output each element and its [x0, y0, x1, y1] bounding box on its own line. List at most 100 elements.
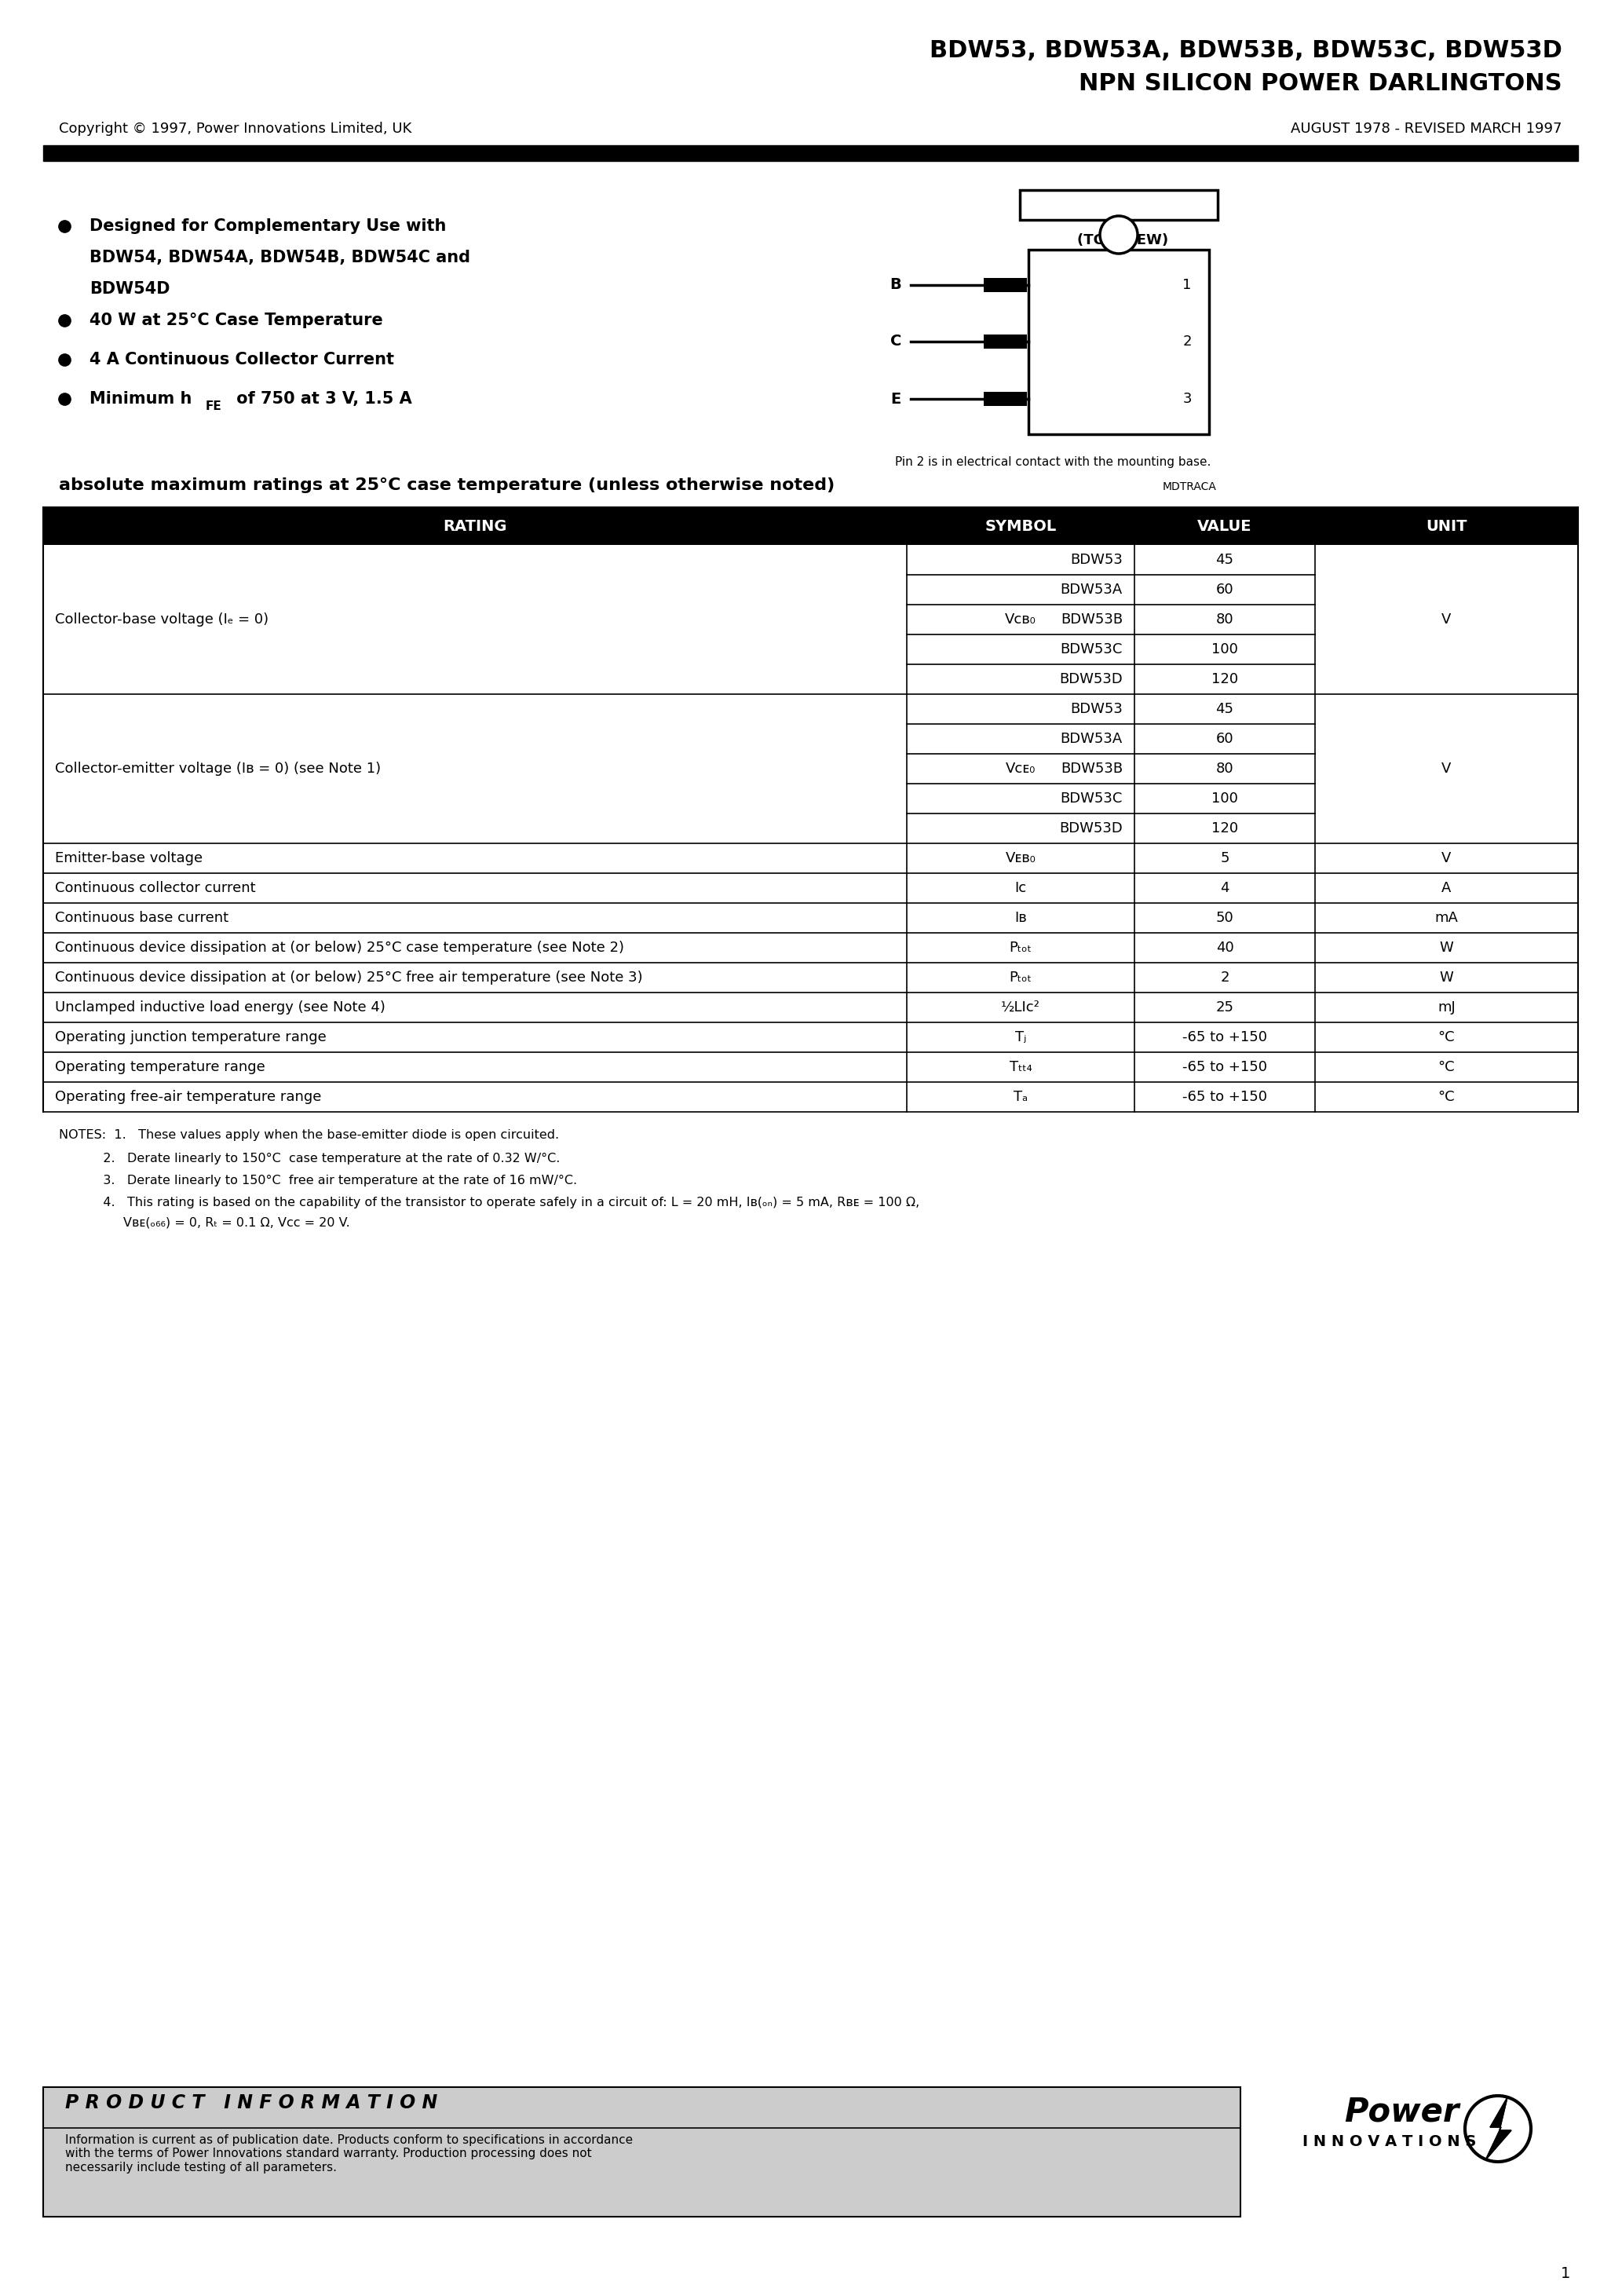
Text: Power: Power: [1345, 2094, 1458, 2128]
Text: Iᴄ: Iᴄ: [1015, 882, 1027, 895]
Text: 2: 2: [1220, 971, 1229, 985]
Text: BDW54, BDW54A, BDW54B, BDW54C and: BDW54, BDW54A, BDW54B, BDW54C and: [89, 250, 470, 266]
Text: I N N O V A T I O N S: I N N O V A T I O N S: [1302, 2135, 1476, 2149]
Text: -65 to +150: -65 to +150: [1182, 1091, 1267, 1104]
Text: BDW53C: BDW53C: [1061, 792, 1122, 806]
Text: 2.   Derate linearly to 150°C  case temperature at the rate of 0.32 W/°C.: 2. Derate linearly to 150°C case tempera…: [58, 1153, 560, 1164]
Text: 4: 4: [1220, 882, 1229, 895]
Text: Operating temperature range: Operating temperature range: [55, 1061, 264, 1075]
Text: Continuous device dissipation at (or below) 25°C free air temperature (see Note : Continuous device dissipation at (or bel…: [55, 971, 642, 985]
Polygon shape: [1486, 2096, 1512, 2161]
Text: 1: 1: [1182, 278, 1192, 292]
Text: 45: 45: [1216, 703, 1234, 716]
Text: 4 A Continuous Collector Current: 4 A Continuous Collector Current: [89, 351, 394, 367]
Text: 25: 25: [1216, 1001, 1234, 1015]
Text: NOTES:  1.   These values apply when the base-emitter diode is open circuited.: NOTES: 1. These values apply when the ba…: [58, 1130, 560, 1141]
Text: -65 to +150: -65 to +150: [1182, 1031, 1267, 1045]
Text: °C: °C: [1439, 1061, 1455, 1075]
Circle shape: [1100, 216, 1137, 253]
Bar: [1028, 250, 1208, 434]
Text: absolute maximum ratings at 25°C case temperature (unless otherwise noted): absolute maximum ratings at 25°C case te…: [58, 478, 835, 494]
Text: TO-220 PACKAGE: TO-220 PACKAGE: [1054, 209, 1191, 223]
Text: of 750 at 3 V, 1.5 A: of 750 at 3 V, 1.5 A: [230, 390, 412, 406]
Text: NPN SILICON POWER DARLINGTONS: NPN SILICON POWER DARLINGTONS: [1079, 71, 1562, 94]
Text: BDW53A: BDW53A: [1061, 583, 1122, 597]
Text: MDTRACA: MDTRACA: [1163, 482, 1216, 491]
Text: Operating junction temperature range: Operating junction temperature range: [55, 1031, 326, 1045]
Text: 100: 100: [1212, 643, 1238, 657]
Text: Emitter-base voltage: Emitter-base voltage: [55, 852, 203, 866]
Text: 50: 50: [1216, 912, 1234, 925]
Text: RATING: RATING: [443, 519, 508, 533]
Text: 4.   This rating is based on the capability of the transistor to operate safely : 4. This rating is based on the capabilit…: [58, 1196, 920, 1208]
Bar: [44, 2087, 1241, 2216]
Text: V: V: [1442, 613, 1452, 627]
Text: Tⱼ: Tⱼ: [1015, 1031, 1027, 1045]
Text: -65 to +150: -65 to +150: [1182, 1061, 1267, 1075]
Text: 40 W at 25°C Case Temperature: 40 W at 25°C Case Temperature: [89, 312, 383, 328]
Text: Pₜₒₜ: Pₜₒₜ: [1009, 941, 1032, 955]
Text: A: A: [1442, 882, 1452, 895]
Text: W: W: [1440, 941, 1453, 955]
Text: 2: 2: [1182, 335, 1192, 349]
Text: mJ: mJ: [1437, 1001, 1455, 1015]
Text: Copyright © 1997, Power Innovations Limited, UK: Copyright © 1997, Power Innovations Limi…: [58, 122, 412, 135]
Text: (TOP VIEW): (TOP VIEW): [1077, 234, 1168, 248]
Text: Vᴄʙ₀: Vᴄʙ₀: [1006, 613, 1036, 627]
Text: 80: 80: [1216, 613, 1234, 627]
Text: Information is current as of publication date. Products conform to specification: Information is current as of publication…: [65, 2135, 633, 2174]
Text: BDW53B: BDW53B: [1061, 762, 1122, 776]
Bar: [44, 507, 1578, 544]
Text: 60: 60: [1216, 732, 1234, 746]
Text: P R O D U C T   I N F O R M A T I O N: P R O D U C T I N F O R M A T I O N: [65, 2094, 438, 2112]
Text: BDW53D: BDW53D: [1059, 673, 1122, 687]
Text: BDW53A: BDW53A: [1061, 732, 1122, 746]
Bar: [1020, 191, 1218, 220]
Text: BDW53: BDW53: [1071, 553, 1122, 567]
Bar: [983, 278, 1027, 292]
Text: Unclamped inductive load energy (see Note 4): Unclamped inductive load energy (see Not…: [55, 1001, 386, 1015]
Text: 120: 120: [1212, 673, 1238, 687]
Text: Tₜₜ₄: Tₜₜ₄: [1009, 1061, 1032, 1075]
Text: °C: °C: [1439, 1091, 1455, 1104]
Text: AUGUST 1978 - REVISED MARCH 1997: AUGUST 1978 - REVISED MARCH 1997: [1291, 122, 1562, 135]
Text: °C: °C: [1439, 1031, 1455, 1045]
Text: Collector-base voltage (Iₑ = 0): Collector-base voltage (Iₑ = 0): [55, 613, 269, 627]
Text: 40: 40: [1216, 941, 1234, 955]
Text: ½LIᴄ²: ½LIᴄ²: [1001, 1001, 1040, 1015]
Bar: [983, 335, 1027, 349]
Text: V: V: [1442, 852, 1452, 866]
Text: 120: 120: [1212, 822, 1238, 836]
Polygon shape: [1486, 2096, 1512, 2161]
Text: VALUE: VALUE: [1197, 519, 1252, 533]
Text: B: B: [890, 278, 902, 292]
Bar: [44, 145, 1578, 161]
Text: Tₐ: Tₐ: [1014, 1091, 1028, 1104]
Text: BDW54D: BDW54D: [89, 280, 170, 296]
Text: Collector-emitter voltage (Iʙ = 0) (see Note 1): Collector-emitter voltage (Iʙ = 0) (see …: [55, 762, 381, 776]
Text: Continuous device dissipation at (or below) 25°C case temperature (see Note 2): Continuous device dissipation at (or bel…: [55, 941, 624, 955]
Text: Vᴄᴇ₀: Vᴄᴇ₀: [1006, 762, 1036, 776]
Text: SYMBOL: SYMBOL: [985, 519, 1056, 533]
Bar: [983, 393, 1027, 406]
Text: 45: 45: [1216, 553, 1234, 567]
Text: UNIT: UNIT: [1426, 519, 1468, 533]
Circle shape: [1465, 2096, 1531, 2163]
Text: 3.   Derate linearly to 150°C  free air temperature at the rate of 16 mW/°C.: 3. Derate linearly to 150°C free air tem…: [58, 1176, 577, 1187]
Text: 60: 60: [1216, 583, 1234, 597]
Text: BDW53: BDW53: [1071, 703, 1122, 716]
Text: Continuous base current: Continuous base current: [55, 912, 229, 925]
Text: 100: 100: [1212, 792, 1238, 806]
Text: 1: 1: [1560, 2266, 1570, 2282]
Text: Vᴇʙ₀: Vᴇʙ₀: [1006, 852, 1036, 866]
Text: FE: FE: [206, 400, 222, 413]
Text: V: V: [1442, 762, 1452, 776]
Text: 80: 80: [1216, 762, 1234, 776]
Text: C: C: [890, 335, 902, 349]
Text: mA: mA: [1435, 912, 1458, 925]
Text: BDW53D: BDW53D: [1059, 822, 1122, 836]
Text: Operating free-air temperature range: Operating free-air temperature range: [55, 1091, 321, 1104]
Text: Vʙᴇ(ₒ₆₆) = 0, Rₜ = 0.1 Ω, Vᴄᴄ = 20 V.: Vʙᴇ(ₒ₆₆) = 0, Rₜ = 0.1 Ω, Vᴄᴄ = 20 V.: [58, 1217, 350, 1228]
Text: 5: 5: [1220, 852, 1229, 866]
Text: W: W: [1440, 971, 1453, 985]
